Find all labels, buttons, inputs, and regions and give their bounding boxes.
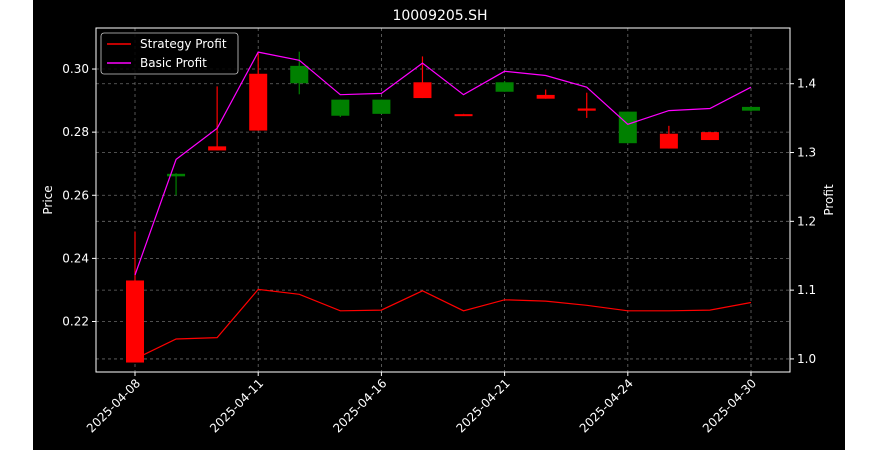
candlesticks — [126, 51, 761, 363]
legend-label: Strategy Profit — [140, 37, 227, 51]
left-tick-label: 0.26 — [62, 188, 89, 202]
legend-label: Basic Profit — [140, 56, 207, 70]
right-y-axis: 1.0 1.1 1.2 1.3 1.4 — [790, 77, 816, 366]
right-tick-label: 1.2 — [797, 214, 816, 228]
profit-lines — [134, 51, 752, 360]
strategy-profit-line — [134, 288, 752, 360]
candle-body — [249, 73, 268, 131]
candle-body — [372, 99, 391, 114]
candle-body — [208, 146, 227, 151]
figure-background — [33, 0, 845, 450]
candle-body — [700, 132, 719, 141]
candle-body — [167, 173, 186, 177]
candle-body — [413, 82, 432, 99]
left-tick-label: 0.30 — [62, 62, 89, 76]
left-y-axis: 0.22 0.24 0.26 0.28 0.30 — [62, 62, 96, 329]
candle-body — [290, 65, 309, 84]
left-tick-label: 0.22 — [62, 315, 89, 329]
legend: Strategy Profit Basic Profit — [100, 32, 239, 75]
chart-title: 10009205.SH — [392, 8, 487, 24]
candle-body — [126, 280, 144, 363]
candle-body — [495, 82, 514, 92]
candle-body — [742, 106, 761, 111]
left-tick-label: 0.28 — [62, 125, 89, 139]
right-tick-label: 1.0 — [797, 352, 816, 366]
candle-body — [331, 99, 350, 116]
right-tick-label: 1.3 — [797, 146, 816, 160]
plot-frame — [95, 27, 791, 373]
right-y-axis-label: Profit — [822, 184, 836, 216]
basic-profit-line — [134, 51, 752, 276]
candle-body — [536, 94, 555, 99]
left-tick-label: 0.24 — [62, 251, 89, 265]
candle-body — [618, 111, 637, 144]
left-y-axis-label: Price — [41, 185, 55, 214]
right-tick-label: 1.1 — [797, 283, 816, 297]
right-tick-label: 1.4 — [797, 77, 816, 91]
candle-body — [577, 108, 596, 111]
candle-body — [454, 114, 473, 117]
legend-box — [100, 32, 239, 75]
candle-body — [659, 133, 678, 149]
